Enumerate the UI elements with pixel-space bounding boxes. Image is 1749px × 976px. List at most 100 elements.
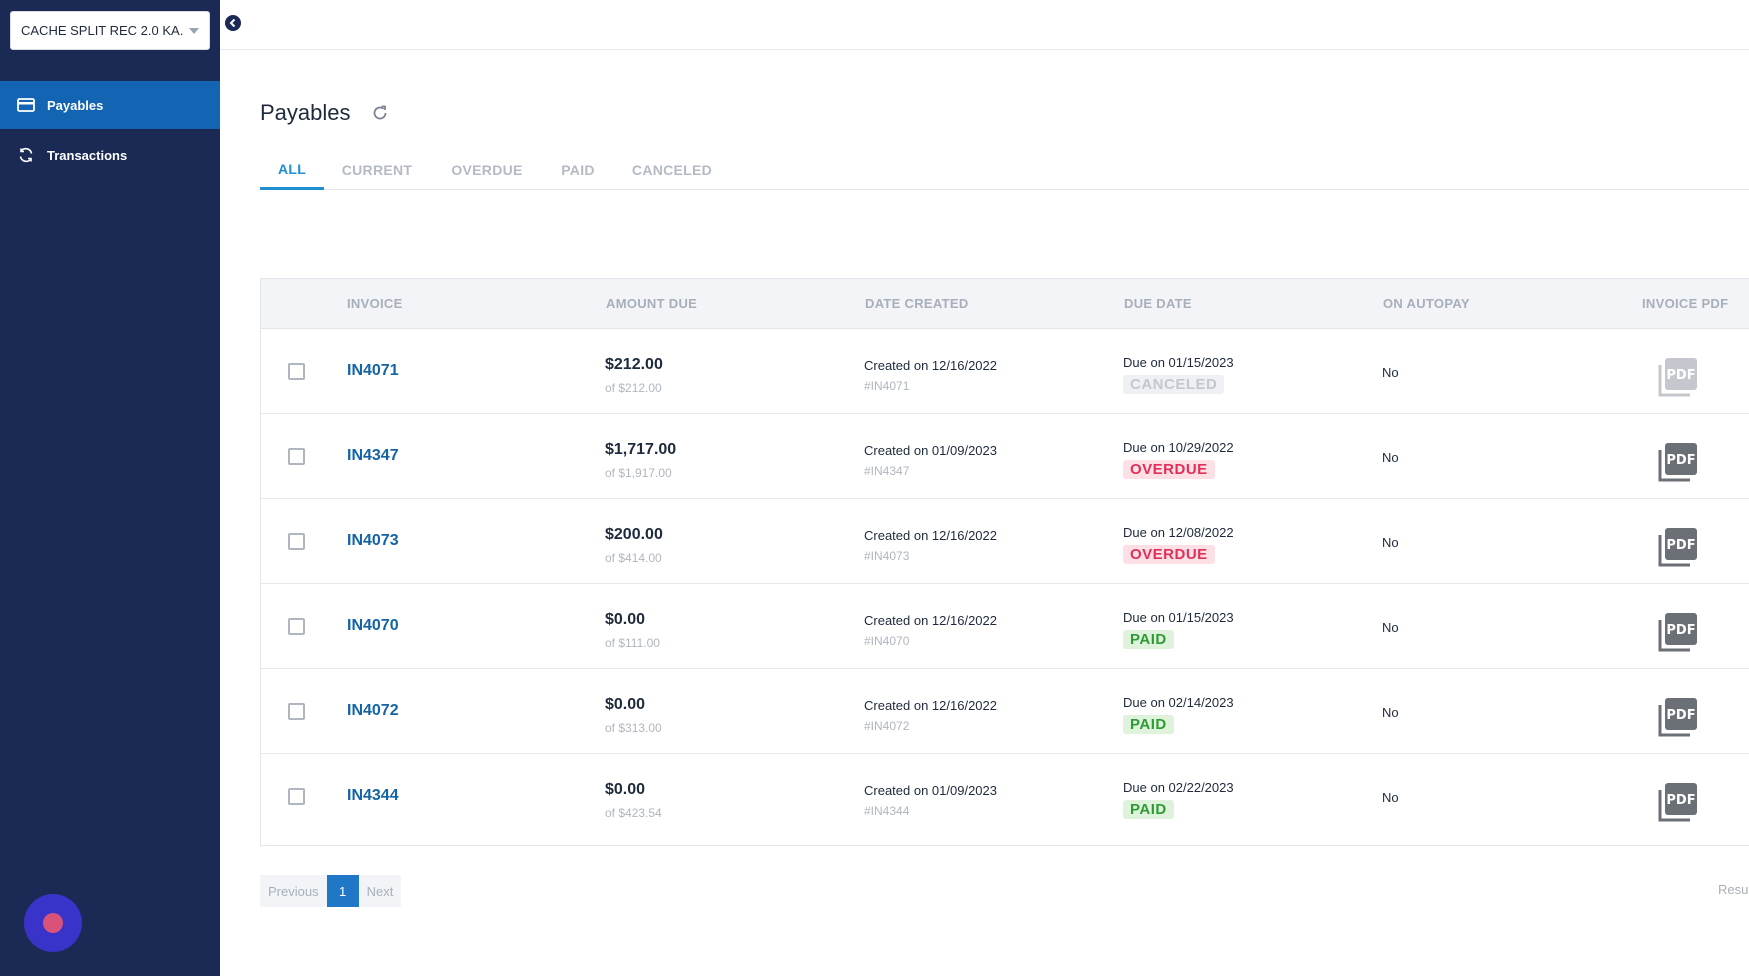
row-checkbox[interactable] xyxy=(288,788,305,805)
status-badge: PAID xyxy=(1123,630,1174,649)
invoice-link[interactable]: IN4073 xyxy=(347,532,399,549)
table-row: IN4073 $200.00 of $414.00 Created on 12/16/… xyxy=(261,499,1749,584)
row-checkbox[interactable] xyxy=(288,363,305,380)
column-header-invoice: INVOICE xyxy=(347,296,403,311)
status-badge: CANCELED xyxy=(1123,375,1225,394)
tab-all[interactable]: ALL xyxy=(260,150,324,190)
on-autopay-value: No xyxy=(1382,790,1399,805)
pdf-icon-label: PDF xyxy=(1666,708,1695,723)
status-badge: PAID xyxy=(1123,800,1174,819)
amount-due: $0.00 xyxy=(605,611,646,628)
table-row: IN4344 $0.00 of $423.54 Created on 01/09/20… xyxy=(261,754,1749,839)
payables-table: INVOICE AMOUNT DUE DATE CREATED DUE DATE… xyxy=(260,278,1749,846)
sidebar-item-label: Transactions xyxy=(47,147,128,163)
pdf-download-icon[interactable]: PDF xyxy=(1656,355,1700,399)
date-created: Created on 12/16/2022 xyxy=(864,358,997,373)
table-header: INVOICE AMOUNT DUE DATE CREATED DUE DATE… xyxy=(261,279,1749,329)
next-page-button[interactable]: Next xyxy=(358,875,402,907)
pagination: Previous 1 Next xyxy=(260,875,402,907)
on-autopay-value: No xyxy=(1382,620,1399,635)
sidebar-item-payables[interactable]: Payables xyxy=(0,81,220,129)
row-checkbox[interactable] xyxy=(288,533,305,550)
invoice-reference: #IN4072 xyxy=(864,719,910,733)
date-created: Created on 12/16/2022 xyxy=(864,698,997,713)
amount-due: $200.00 xyxy=(605,526,663,543)
pdf-download-icon[interactable]: PDF xyxy=(1656,525,1700,569)
pdf-download-icon[interactable]: PDF xyxy=(1656,440,1700,484)
column-header-due-date: DUE DATE xyxy=(1124,296,1192,311)
tab-paid[interactable]: PAID xyxy=(561,162,595,178)
amount-total: of $212.00 xyxy=(605,381,662,395)
column-header-date-created: DATE CREATED xyxy=(865,296,969,311)
sidebar-item-transactions[interactable]: Transactions xyxy=(0,131,220,179)
amount-due: $212.00 xyxy=(605,356,663,373)
on-autopay-value: No xyxy=(1382,450,1399,465)
date-created: Created on 12/16/2022 xyxy=(864,613,997,628)
chevron-left-icon xyxy=(229,18,236,28)
page-title: Payables xyxy=(260,100,351,125)
results-count: Resu xyxy=(1718,882,1749,897)
collapse-sidebar-button[interactable] xyxy=(225,15,241,31)
on-autopay-value: No xyxy=(1382,705,1399,720)
row-checkbox[interactable] xyxy=(288,618,305,635)
table-row: IN4072 $0.00 of $313.00 Created on 12/16/20… xyxy=(261,669,1749,754)
sidebar: CACHE SPLIT REC 2.0 KA... Payables Trans… xyxy=(0,0,220,976)
refresh-icon xyxy=(16,145,36,165)
previous-page-button[interactable]: Previous xyxy=(260,875,327,907)
due-date: Due on 10/29/2022 xyxy=(1123,440,1234,455)
account-select-label: CACHE SPLIT REC 2.0 KA... xyxy=(21,23,183,38)
invoice-reference: #IN4073 xyxy=(864,549,910,563)
pdf-icon-label: PDF xyxy=(1666,368,1695,383)
tab-overdue[interactable]: OVERDUE xyxy=(451,162,523,178)
pdf-download-icon[interactable]: PDF xyxy=(1656,695,1700,739)
due-date: Due on 02/14/2023 xyxy=(1123,695,1234,710)
date-created: Created on 01/09/2023 xyxy=(864,443,997,458)
on-autopay-value: No xyxy=(1382,365,1399,380)
due-date: Due on 01/15/2023 xyxy=(1123,610,1234,625)
status-badge: OVERDUE xyxy=(1123,545,1215,564)
row-checkbox[interactable] xyxy=(288,448,305,465)
invoice-reference: #IN4070 xyxy=(864,634,910,648)
invoice-reference: #IN4347 xyxy=(864,464,910,478)
due-date: Due on 12/08/2022 xyxy=(1123,525,1234,540)
table-row: IN4071 $212.00 of $212.00 Created on 12/16/… xyxy=(261,329,1749,414)
invoice-link[interactable]: IN4344 xyxy=(347,787,399,804)
chat-launcher-button[interactable] xyxy=(24,894,82,952)
column-header-invoice-pdf: INVOICE PDF xyxy=(1642,296,1729,311)
column-header-on-autopay: ON AUTOPAY xyxy=(1383,296,1470,311)
amount-total: of $414.00 xyxy=(605,551,662,565)
table-row: IN4070 $0.00 of $111.00 Created on 12/16/20… xyxy=(261,584,1749,669)
row-checkbox[interactable] xyxy=(288,703,305,720)
amount-total: of $111.00 xyxy=(605,636,660,650)
date-created: Created on 12/16/2022 xyxy=(864,528,997,543)
status-tabs: ALL CURRENT OVERDUE PAID CANCELED xyxy=(260,150,1749,190)
pdf-icon-label: PDF xyxy=(1666,538,1695,553)
chat-icon xyxy=(43,913,63,933)
tab-canceled[interactable]: CANCELED xyxy=(631,162,713,178)
table-row: IN4347 $1,717.00 of $1,917.00 Created on 01… xyxy=(261,414,1749,499)
sidebar-item-label: Payables xyxy=(47,97,104,113)
account-select[interactable]: CACHE SPLIT REC 2.0 KA... xyxy=(10,11,210,50)
pdf-icon-label: PDF xyxy=(1666,623,1695,638)
tab-current[interactable]: CURRENT xyxy=(341,162,413,178)
invoice-reference: #IN4071 xyxy=(864,379,910,393)
page-1-button[interactable]: 1 xyxy=(326,875,359,907)
invoice-link[interactable]: IN4072 xyxy=(347,702,399,719)
on-autopay-value: No xyxy=(1382,535,1399,550)
pdf-download-icon[interactable]: PDF xyxy=(1656,780,1700,824)
invoice-link[interactable]: IN4071 xyxy=(347,362,399,379)
pdf-icon-label: PDF xyxy=(1666,453,1695,468)
amount-total: of $1,917.00 xyxy=(605,466,672,480)
pdf-download-icon[interactable]: PDF xyxy=(1656,610,1700,654)
refresh-icon[interactable] xyxy=(371,104,389,122)
status-badge: PAID xyxy=(1123,715,1174,734)
credit-card-icon xyxy=(16,95,36,115)
chevron-down-icon xyxy=(189,27,199,34)
invoice-link[interactable]: IN4347 xyxy=(347,447,399,464)
date-created: Created on 01/09/2023 xyxy=(864,783,997,798)
amount-due: $0.00 xyxy=(605,696,646,713)
due-date: Due on 02/22/2023 xyxy=(1123,780,1234,795)
top-bar xyxy=(220,0,1749,50)
amount-total: of $423.54 xyxy=(605,806,662,820)
invoice-link[interactable]: IN4070 xyxy=(347,617,399,634)
